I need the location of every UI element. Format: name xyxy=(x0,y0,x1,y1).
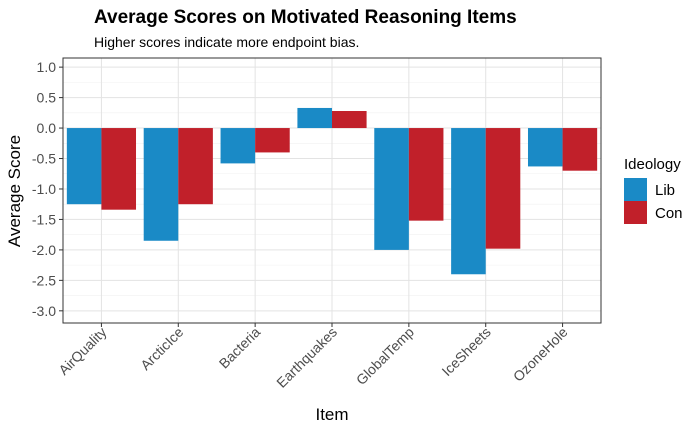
x-tick-label: Earthquakes xyxy=(273,324,340,391)
plot-area: 1.0 0.5 0.0 -0.5 -1.0 -1.5 -2.0 -2.5 -3.0 AirQual… xyxy=(32,57,602,391)
bar-lib-earthquakes xyxy=(297,107,332,129)
x-tick-label: ArcticIce xyxy=(137,324,186,373)
bar-lib-ozonehole xyxy=(527,128,563,167)
chart-subtitle: Higher scores indicate more endpoint bia… xyxy=(94,34,359,50)
x-tick-label: Bacteria xyxy=(216,324,264,372)
x-tick-label: GlobalTemp xyxy=(353,324,417,388)
y-tick-label: -1.0 xyxy=(32,181,56,197)
x-tick-label: OzoneHole xyxy=(510,324,571,385)
y-tick-label: 0.5 xyxy=(37,90,57,106)
y-tick-label: -2.5 xyxy=(32,272,56,288)
bar-lib-bacteria xyxy=(220,128,256,164)
y-tick-label: -0.5 xyxy=(32,151,56,167)
legend-label-lib: Lib xyxy=(655,182,675,199)
chart-title: Average Scores on Motivated Reasoning It… xyxy=(94,7,517,28)
bar-con-earthquakes xyxy=(332,111,367,129)
legend-title: Ideology xyxy=(624,156,681,173)
legend: Ideology Lib Con xyxy=(624,156,683,224)
bar-lib-arcticice xyxy=(143,128,179,241)
x-axis-label: Item xyxy=(315,405,348,424)
legend-key-con xyxy=(624,201,647,224)
y-tick-label: -3.0 xyxy=(32,303,56,319)
bar-lib-globaltemp xyxy=(374,128,409,250)
legend-key-lib xyxy=(624,178,647,201)
y-tick-label: 0.0 xyxy=(37,120,57,136)
x-tick-label: IceSheets xyxy=(438,324,493,379)
plot-border xyxy=(62,57,602,324)
bar-con-ozonehole xyxy=(562,128,598,171)
bar-con-bacteria xyxy=(255,128,290,153)
y-axis-label: Average Score xyxy=(5,135,24,247)
bar-lib-airquality xyxy=(66,128,102,205)
bar-con-icesheets xyxy=(485,128,521,249)
y-tick-label: -1.5 xyxy=(32,211,56,227)
x-tick-label: AirQuality xyxy=(55,324,109,378)
bar-con-arcticice xyxy=(178,128,213,205)
bar-con-globaltemp xyxy=(408,128,444,221)
y-tick-label: -2.0 xyxy=(32,242,56,258)
bar-con-airquality xyxy=(101,128,137,210)
legend-label-con: Con xyxy=(655,205,683,222)
bar-lib-icesheets xyxy=(451,128,486,275)
y-tick-label: 1.0 xyxy=(37,59,57,75)
